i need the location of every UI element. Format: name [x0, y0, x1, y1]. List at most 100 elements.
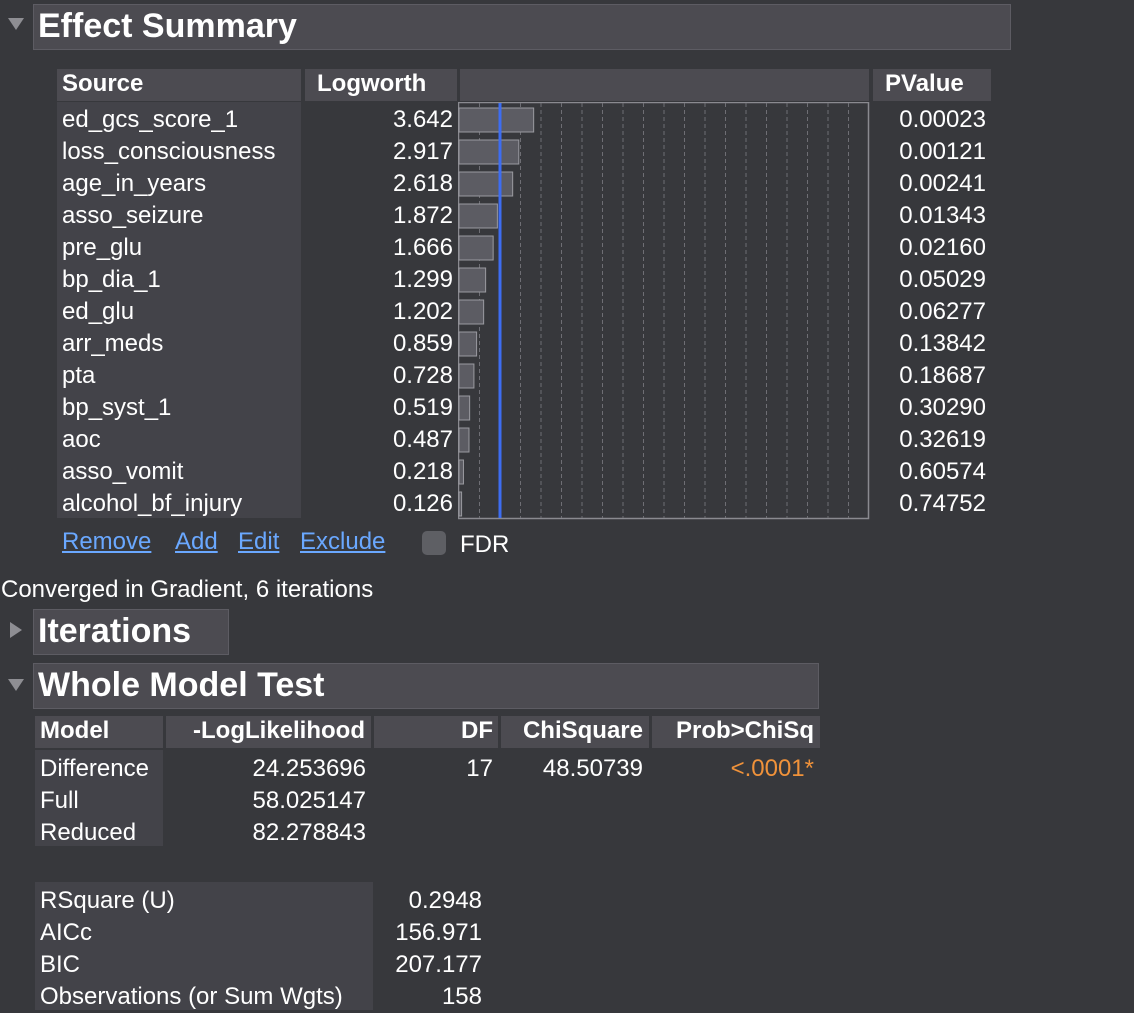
- effect-logworth-cell: 2.618: [392, 170, 453, 197]
- loglikelihood-cell: 82.278843: [252, 819, 366, 846]
- logworth-bar: [458, 235, 494, 261]
- stat-value: 207.177: [395, 951, 482, 978]
- logworth-bar-chart: [458, 102, 870, 520]
- probchisq-column-header[interactable]: Prob>ChiSq: [652, 716, 820, 748]
- effect-logworth-cell: 0.519: [392, 394, 453, 421]
- effect-summary-header[interactable]: Effect Summary: [33, 4, 1011, 50]
- logworth-bar: [458, 459, 464, 485]
- effect-pvalue-cell: 0.02160: [899, 234, 986, 261]
- convergence-status: Converged in Gradient, 6 iterations: [1, 576, 374, 603]
- collapse-triangle-icon[interactable]: [8, 18, 24, 30]
- effect-logworth-cell: 0.487: [392, 426, 453, 453]
- effect-pvalue-cell: 0.30290: [899, 394, 986, 421]
- effect-source-cell: bp_dia_1: [62, 266, 161, 293]
- effect-pvalue-cell: 0.00121: [899, 138, 986, 165]
- effect-source-cell: age_in_years: [62, 170, 207, 197]
- stat-value: 158: [441, 983, 482, 1010]
- model-name-cell: Full: [40, 787, 79, 814]
- fdr-label: FDR: [460, 531, 510, 558]
- effect-pvalue-cell: 0.00023: [899, 106, 986, 133]
- effect-pvalue-cell: 0.13842: [899, 330, 986, 357]
- model-column-background: [35, 750, 163, 846]
- effect-source-cell: arr_meds: [62, 330, 164, 357]
- df-cell: [374, 785, 493, 817]
- model-name-cell: Difference: [40, 755, 149, 782]
- add-link[interactable]: Add: [175, 528, 218, 555]
- effect-source-cell: alcohol_bf_injury: [62, 490, 243, 517]
- chisquare-column-header[interactable]: ChiSquare: [501, 716, 649, 748]
- logworth-bar: [458, 203, 498, 229]
- model-name-cell: Reduced: [40, 819, 137, 846]
- effect-pvalue-cell: 0.05029: [899, 266, 986, 293]
- effect-pvalue-cell: 0.74752: [899, 490, 986, 517]
- logworth-bar: [458, 395, 471, 421]
- logworth-bar: [458, 363, 475, 389]
- effect-pvalue-cell: 0.00241: [899, 170, 986, 197]
- effect-logworth-cell: 3.642: [392, 106, 453, 133]
- stats-label-background: [35, 882, 373, 1010]
- effect-logworth-cell: 0.728: [392, 362, 453, 389]
- effect-logworth-cell: 1.872: [392, 202, 453, 229]
- loglikelihood-cell: 24.253696: [252, 755, 366, 782]
- df-column-header[interactable]: DF: [374, 716, 498, 748]
- remove-link[interactable]: Remove: [62, 528, 152, 555]
- stat-label: AICc: [40, 919, 93, 946]
- whole-model-test-header[interactable]: Whole Model Test: [33, 663, 819, 709]
- stat-label: BIC: [40, 951, 81, 978]
- effect-source-cell: asso_vomit: [62, 458, 184, 485]
- logworth-column-header[interactable]: Logworth: [305, 69, 457, 101]
- collapse-triangle-icon[interactable]: [8, 679, 24, 691]
- exclude-link[interactable]: Exclude: [300, 528, 386, 555]
- effect-pvalue-cell: 0.32619: [899, 426, 986, 453]
- effect-pvalue-cell: 0.18687: [899, 362, 986, 389]
- fdr-checkbox[interactable]: [422, 531, 446, 555]
- stat-label: RSquare (U): [40, 887, 175, 914]
- source-column-header[interactable]: Source: [57, 69, 301, 101]
- probchisq-cell: <.0001*: [730, 755, 814, 782]
- source-column-background: [57, 102, 301, 518]
- model-column-header[interactable]: Model: [35, 716, 163, 748]
- effect-source-cell: pre_glu: [62, 234, 143, 261]
- bar-column-header: [460, 69, 869, 101]
- effect-source-cell: ed_glu: [62, 298, 135, 325]
- loglikelihood-column-header[interactable]: -LogLikelihood: [166, 716, 371, 748]
- effect-source-cell: pta: [62, 362, 96, 389]
- effect-source-cell: asso_seizure: [62, 202, 204, 229]
- effect-source-cell: loss_consciousness: [62, 138, 276, 165]
- effect-logworth-cell: 1.666: [392, 234, 453, 261]
- logworth-bar: [458, 491, 463, 517]
- probchisq-cell: [652, 785, 814, 817]
- stat-value: 156.971: [395, 919, 482, 946]
- effect-logworth-cell: 0.218: [392, 458, 453, 485]
- stat-value: 0.2948: [408, 887, 482, 914]
- df-cell: [374, 817, 493, 849]
- chisquare-cell: 48.50739: [542, 755, 643, 782]
- logworth-bar: [458, 267, 487, 293]
- effect-source-cell: ed_gcs_score_1: [62, 106, 239, 133]
- effect-pvalue-cell: 0.60574: [899, 458, 986, 485]
- probchisq-cell: [652, 817, 814, 849]
- edit-link[interactable]: Edit: [238, 528, 280, 555]
- effect-pvalue-cell: 0.06277: [899, 298, 986, 325]
- chisquare-cell: [501, 785, 643, 817]
- expand-triangle-icon[interactable]: [10, 622, 22, 638]
- effect-logworth-cell: 2.917: [392, 138, 453, 165]
- effect-source-cell: bp_syst_1: [62, 394, 172, 421]
- iterations-header[interactable]: Iterations: [33, 609, 229, 655]
- effect-logworth-cell: 0.126: [392, 490, 453, 517]
- logworth-bar: [458, 331, 478, 357]
- effect-logworth-cell: 0.859: [392, 330, 453, 357]
- chisquare-cell: [501, 817, 643, 849]
- logworth-bar: [458, 171, 514, 197]
- effect-pvalue-cell: 0.01343: [899, 202, 986, 229]
- effect-source-cell: aoc: [62, 426, 101, 453]
- pvalue-column-header[interactable]: PValue: [873, 69, 991, 101]
- logworth-bar: [458, 299, 485, 325]
- logworth-bar: [458, 139, 520, 165]
- logworth-bar: [458, 107, 535, 133]
- loglikelihood-cell: 58.025147: [252, 787, 366, 814]
- effect-logworth-cell: 1.202: [392, 298, 453, 325]
- logworth-bar: [458, 427, 470, 453]
- df-cell: 17: [466, 755, 493, 782]
- stat-label: Observations (or Sum Wgts): [40, 983, 343, 1010]
